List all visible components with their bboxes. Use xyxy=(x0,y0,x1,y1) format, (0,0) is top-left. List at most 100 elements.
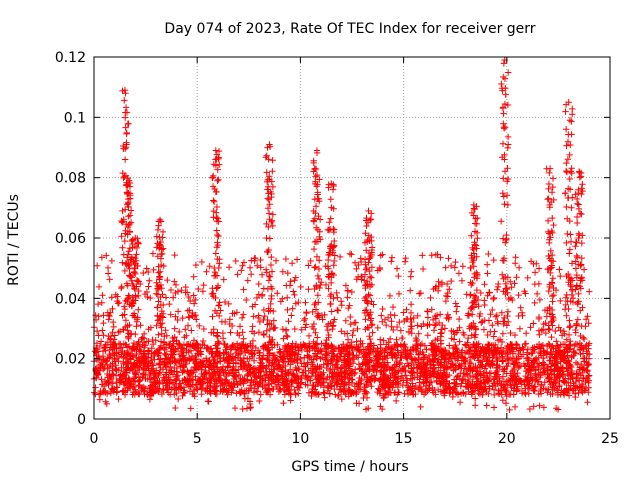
data-point xyxy=(395,290,403,298)
data-point xyxy=(563,142,570,149)
data-point xyxy=(403,306,410,313)
data-point xyxy=(503,235,510,243)
data-point xyxy=(561,306,569,313)
data-point xyxy=(269,168,276,175)
data-point xyxy=(368,383,375,390)
data-point xyxy=(445,255,452,262)
data-point xyxy=(342,379,349,386)
data-point xyxy=(563,336,571,343)
data-point xyxy=(156,361,163,368)
data-point xyxy=(328,308,335,315)
data-point xyxy=(432,321,440,328)
data-point xyxy=(483,369,490,376)
data-point xyxy=(328,382,335,389)
data-point xyxy=(427,294,434,302)
data-point xyxy=(95,391,103,398)
data-point xyxy=(522,340,530,347)
data-point xyxy=(521,389,529,396)
data-point xyxy=(437,254,444,261)
data-point xyxy=(285,318,292,325)
data-point xyxy=(546,165,554,172)
data-point xyxy=(236,332,243,339)
data-point xyxy=(498,80,505,88)
data-point xyxy=(297,283,304,291)
data-point xyxy=(214,359,221,366)
data-point xyxy=(296,384,303,392)
data-point xyxy=(454,391,462,398)
data-point xyxy=(232,359,240,366)
data-point xyxy=(310,218,318,225)
data-point xyxy=(250,313,257,320)
data-point xyxy=(247,340,254,347)
data-point xyxy=(274,341,281,348)
data-point xyxy=(499,366,507,373)
data-point xyxy=(564,367,572,375)
data-point xyxy=(484,331,491,339)
data-point xyxy=(100,356,107,364)
data-point xyxy=(548,188,556,196)
data-point xyxy=(305,332,313,340)
data-point xyxy=(342,317,350,324)
data-point xyxy=(243,296,250,304)
chart-title: Day 074 of 2023, Rate Of TEC Index for r… xyxy=(164,21,535,37)
data-point xyxy=(574,316,581,323)
data-point xyxy=(572,393,579,401)
data-point xyxy=(336,386,343,393)
data-point xyxy=(232,257,239,265)
data-point xyxy=(395,272,402,280)
data-point xyxy=(139,334,146,341)
data-point xyxy=(476,364,483,371)
data-point xyxy=(442,264,449,271)
data-point xyxy=(110,323,117,331)
data-point xyxy=(244,395,252,402)
x-tick-label: 15 xyxy=(395,431,413,447)
data-point xyxy=(540,365,547,372)
data-point xyxy=(424,308,431,315)
data-point xyxy=(319,316,326,323)
data-point xyxy=(129,391,136,398)
data-point xyxy=(449,351,457,359)
data-point xyxy=(496,390,503,398)
data-point xyxy=(472,395,479,402)
data-point xyxy=(477,361,485,368)
data-point xyxy=(490,294,498,302)
data-point xyxy=(224,363,231,370)
data-point xyxy=(496,363,503,370)
data-point xyxy=(125,213,132,220)
data-point xyxy=(135,240,142,247)
data-point xyxy=(567,231,574,238)
data-point xyxy=(462,360,469,368)
data-point xyxy=(288,312,295,319)
data-point xyxy=(309,370,317,377)
data-point xyxy=(263,234,270,242)
data-point xyxy=(431,322,439,329)
data-point xyxy=(499,330,507,337)
data-point xyxy=(556,266,563,273)
data-point xyxy=(334,307,342,314)
data-point xyxy=(429,316,437,324)
data-point xyxy=(338,302,345,309)
data-point xyxy=(334,306,341,314)
data-point xyxy=(323,364,330,372)
data-point xyxy=(122,382,130,389)
data-point xyxy=(399,334,406,342)
data-point xyxy=(171,325,178,332)
data-point xyxy=(584,398,591,406)
data-point xyxy=(127,360,134,367)
data-point xyxy=(108,385,116,392)
data-point xyxy=(132,330,139,338)
data-point xyxy=(209,313,216,320)
data-point xyxy=(260,372,268,379)
data-point xyxy=(547,348,554,356)
data-point xyxy=(135,306,142,313)
data-point xyxy=(118,219,126,226)
data-point xyxy=(499,140,507,148)
data-point xyxy=(216,161,223,168)
data-point xyxy=(494,355,501,363)
data-point xyxy=(261,312,268,320)
data-point xyxy=(388,323,395,330)
data-point xyxy=(284,306,291,314)
data-point xyxy=(245,360,252,368)
data-point xyxy=(179,314,186,322)
data-point xyxy=(120,354,127,361)
